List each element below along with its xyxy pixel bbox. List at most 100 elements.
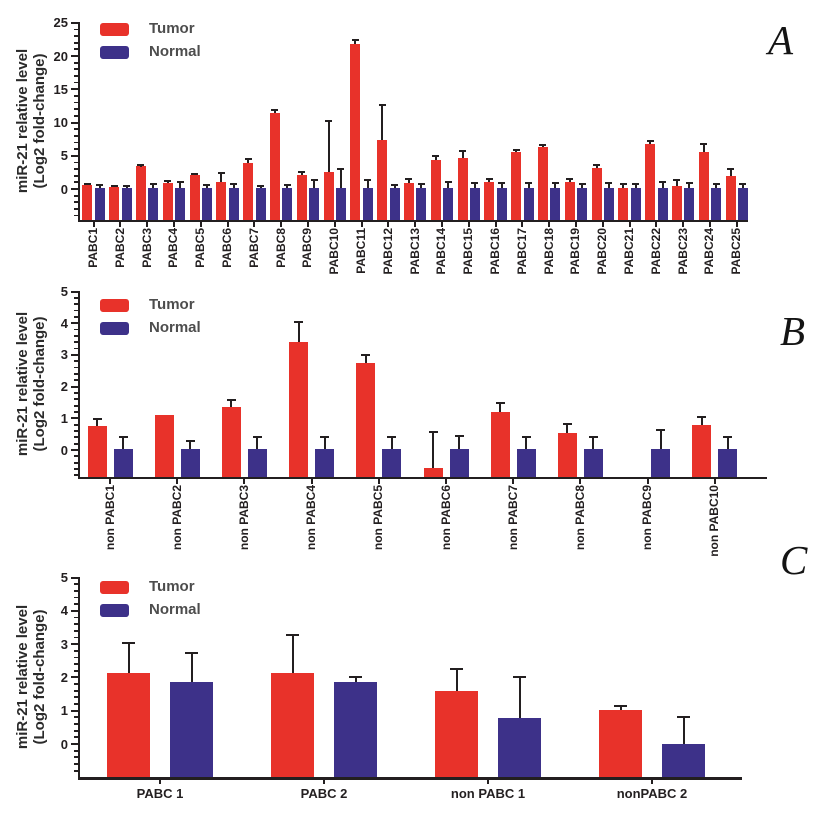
error-bar-cap bbox=[659, 180, 666, 183]
legend-swatch-tumor bbox=[100, 298, 129, 312]
error-bar-cap bbox=[697, 415, 707, 418]
error-bar bbox=[113, 186, 116, 187]
x-tick bbox=[682, 222, 685, 227]
x-category-label: PABC 2 bbox=[300, 786, 348, 801]
x-tick bbox=[109, 479, 111, 484]
error-bar-cap bbox=[562, 423, 572, 426]
x-category-label: PABC 1 bbox=[136, 786, 184, 801]
y-minor-tick bbox=[73, 41, 78, 44]
bar-tumor bbox=[557, 432, 577, 479]
x-tick bbox=[414, 222, 417, 227]
error-bar bbox=[447, 183, 450, 188]
x-tick bbox=[735, 222, 738, 227]
y-major-tick bbox=[70, 385, 78, 388]
error-bar bbox=[364, 355, 367, 364]
legend-row-normal: Normal bbox=[100, 44, 201, 59]
y-major-tick bbox=[70, 743, 78, 745]
error-bar-cap bbox=[244, 158, 252, 161]
x-tick bbox=[377, 479, 380, 484]
error-bar-cap bbox=[495, 402, 505, 405]
bar-tumor bbox=[698, 151, 709, 222]
y-minor-tick bbox=[73, 404, 78, 407]
error-bar-cap bbox=[588, 436, 598, 439]
x-tick bbox=[119, 222, 122, 227]
x-tick bbox=[306, 222, 309, 227]
error-bar bbox=[327, 121, 330, 173]
x-tick bbox=[646, 479, 649, 484]
error-bar bbox=[127, 643, 130, 674]
legend-a: Tumor Normal bbox=[100, 21, 201, 68]
y-tick-label: 0 bbox=[60, 442, 68, 458]
y-tick-label: 3 bbox=[60, 347, 68, 363]
y-minor-tick bbox=[73, 347, 78, 350]
y-minor-tick bbox=[73, 696, 78, 699]
error-bar-cap bbox=[203, 183, 211, 186]
error-bar bbox=[313, 181, 316, 188]
error-bar bbox=[96, 419, 98, 427]
y-tick-label: 4 bbox=[60, 603, 68, 619]
error-bar-cap bbox=[521, 435, 531, 438]
legend-swatch-normal bbox=[100, 603, 129, 617]
error-bar bbox=[541, 145, 544, 148]
error-bar-cap bbox=[712, 182, 720, 185]
y-tick-label: 15 bbox=[53, 81, 68, 97]
error-bar bbox=[434, 156, 437, 160]
y-tick-label: 5 bbox=[60, 148, 68, 164]
error-bar bbox=[741, 184, 744, 188]
error-bar-cap bbox=[83, 182, 91, 185]
error-bar-cap bbox=[512, 148, 520, 151]
error-bar-cap bbox=[459, 149, 466, 152]
error-bar-cap bbox=[185, 651, 198, 654]
y-minor-tick bbox=[73, 689, 78, 692]
y-minor-tick bbox=[73, 656, 78, 659]
y-tick-label: 25 bbox=[53, 15, 68, 31]
y-minor-tick bbox=[73, 81, 78, 84]
y-minor-tick bbox=[73, 474, 78, 477]
error-bar-cap bbox=[450, 667, 463, 670]
error-bar bbox=[122, 438, 124, 450]
y-tick-label: 0 bbox=[60, 736, 68, 752]
error-bar bbox=[366, 181, 369, 188]
bar-tumor bbox=[216, 181, 227, 222]
x-tick bbox=[92, 222, 95, 227]
bar-tumor bbox=[107, 673, 150, 780]
bar-normal bbox=[603, 187, 614, 222]
x-tick bbox=[199, 222, 202, 227]
error-bar bbox=[247, 160, 250, 164]
error-bar-cap bbox=[739, 182, 747, 185]
error-bar bbox=[205, 185, 208, 188]
error-bar-cap bbox=[176, 181, 184, 184]
error-bar-cap bbox=[137, 163, 145, 166]
x-category-label: nonPABC 2 bbox=[616, 786, 688, 801]
error-bar-cap bbox=[656, 428, 666, 431]
bar-tumor bbox=[618, 188, 629, 222]
y-minor-tick bbox=[73, 360, 78, 363]
x-tick bbox=[579, 479, 582, 484]
bar-normal bbox=[630, 187, 641, 222]
bar-normal bbox=[175, 187, 186, 222]
bar-normal bbox=[516, 449, 536, 479]
error-bar bbox=[649, 141, 652, 145]
y-minor-tick bbox=[73, 373, 78, 375]
error-bar bbox=[726, 437, 729, 450]
error-bar-cap bbox=[217, 171, 225, 174]
bar-tumor bbox=[490, 411, 510, 479]
error-bar-cap bbox=[727, 167, 734, 170]
x-tick bbox=[655, 222, 658, 227]
error-bar bbox=[500, 184, 503, 188]
error-bar-cap bbox=[294, 321, 304, 324]
error-bar bbox=[407, 180, 410, 184]
error-bar-cap bbox=[444, 181, 452, 184]
bar-normal bbox=[523, 187, 534, 222]
bar-normal bbox=[282, 187, 293, 222]
y-minor-tick bbox=[73, 114, 78, 117]
legend-label-normal: Normal bbox=[149, 319, 201, 336]
error-bar-cap bbox=[498, 182, 506, 185]
legend-row-tumor: Tumor bbox=[100, 579, 201, 594]
bar-normal bbox=[657, 187, 668, 222]
panel-letter-a: A bbox=[768, 17, 794, 63]
y-minor-tick bbox=[73, 328, 78, 331]
bar-tumor bbox=[269, 112, 280, 222]
legend-swatch-tumor bbox=[100, 22, 129, 36]
